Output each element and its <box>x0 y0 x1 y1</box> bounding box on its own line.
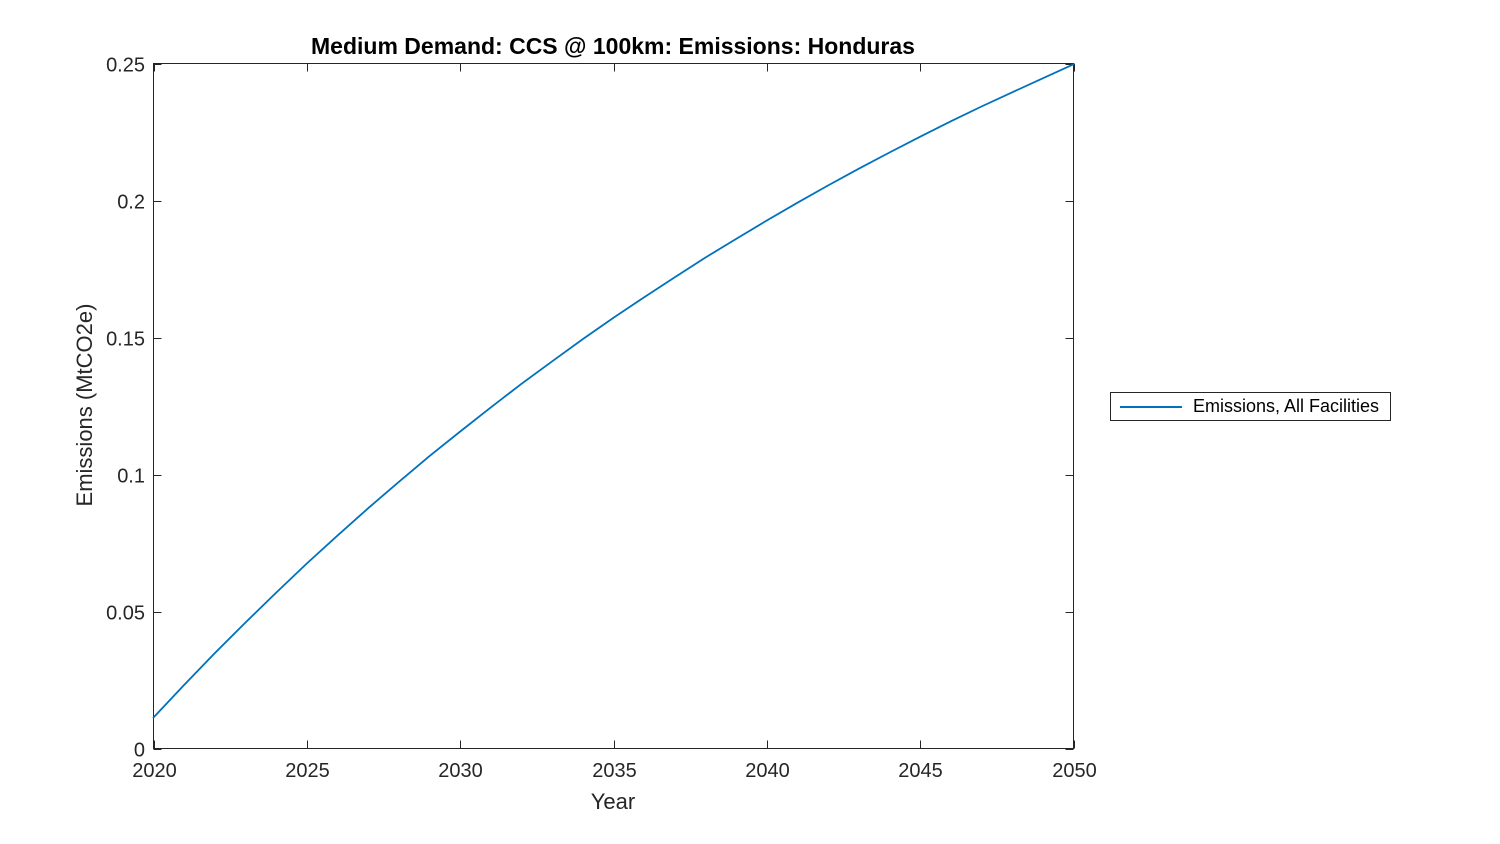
y-tick-label: 0.1 <box>117 466 145 488</box>
y-tick-label: 0 <box>134 740 145 762</box>
x-tick-label: 2040 <box>745 760 790 782</box>
x-tick-label: 2020 <box>132 760 177 782</box>
legend-entry-label: Emissions, All Facilities <box>1193 396 1380 416</box>
y-axis-label: Emissions (MtCO2e) <box>72 303 97 507</box>
y-tick-label: 0.05 <box>106 603 145 625</box>
x-tick-label: 2035 <box>592 760 637 782</box>
y-tick-label: 0.25 <box>106 55 145 77</box>
x-tick-label: 2025 <box>285 760 330 782</box>
y-tick-label: 0.15 <box>106 329 145 351</box>
legend-line-sample-icon <box>1120 405 1182 408</box>
emissions-line-series <box>152 63 1075 719</box>
x-tick-label: 2030 <box>438 760 483 782</box>
x-axis-label: Year <box>590 789 636 814</box>
plot-box <box>153 63 1074 749</box>
legend-box: Emissions, All Facilities <box>1110 392 1391 421</box>
chart-title: Medium Demand: CCS @ 100km: Emissions: H… <box>311 33 915 59</box>
y-tick-label: 0.2 <box>117 192 145 214</box>
x-tick-label: 2045 <box>898 760 943 782</box>
x-tick-label: 2050 <box>1052 760 1097 782</box>
